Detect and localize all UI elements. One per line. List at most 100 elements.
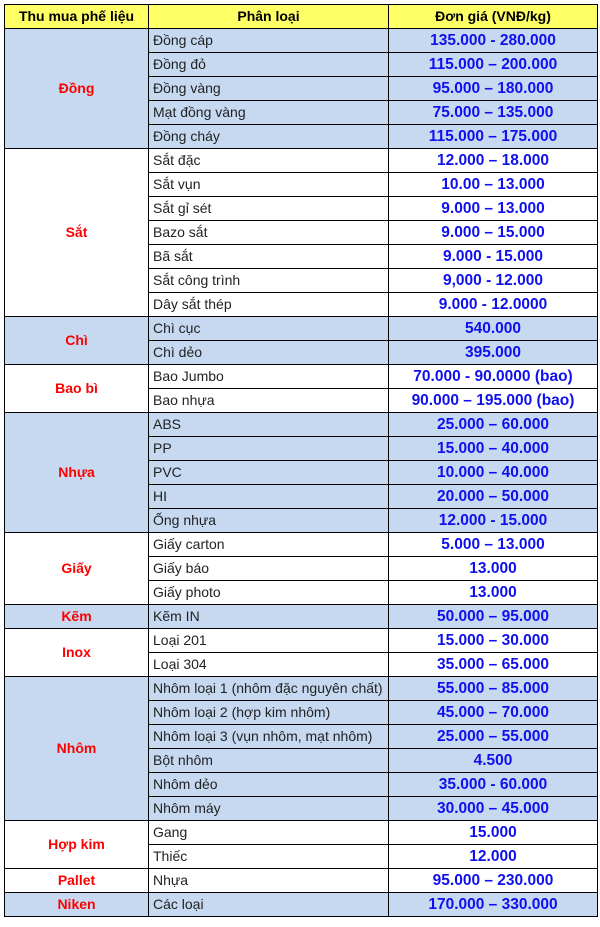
table-row: Giấy Giấy carton 5.000 – 13.000 [4,532,598,605]
price-cell: 170.000 – 330.000 [388,892,598,917]
price-cell: 9.000 – 13.000 [388,196,598,221]
table-row: Nhôm loại 2 (hợp kim nhôm) 45.000 – 70.00… [5,700,598,725]
table-header-row: Thu mua phế liệu Phân loại Đơn giá (VNĐ/… [4,4,598,29]
price-cell: 50.000 – 95.000 [388,604,598,629]
price-cell: 540.000 [388,316,598,341]
category-cell: Chì cục [148,316,389,341]
table-row: Đồng cháy 115.000 – 175.000 [5,124,598,149]
table-row: Sắt Sắt đặc 12.000 – 18.000 [4,148,598,317]
table-body: Đồng Đồng cáp 135.000 - 280.000 Đồng đỏ 115.… [4,28,598,917]
price-cell: 75.000 – 135.000 [388,100,598,125]
category-cell: Đồng đỏ [148,52,389,77]
table-row: Niken Các loại 170.000 – 330.000 [4,892,598,917]
price-cell: 20.000 – 50.000 [388,484,598,509]
table-row: Dây sắt thép 9.000 - 12.0000 [5,292,598,317]
table-row: Nhựa ABS 25.000 – 60.000 [4,412,598,533]
category-cell: Nhôm loại 2 (hợp kim nhôm) [148,700,389,725]
header-price: Đơn giá (VNĐ/kg) [388,4,598,29]
table-row: Hợp kim Gang 15.000 [4,820,598,869]
price-cell: 25.000 – 60.000 [388,412,598,437]
material-group: Nhôm [4,676,149,821]
price-cell: 115.000 – 200.000 [388,52,598,77]
material-group: Kẽm [4,604,149,629]
material-group: Sắt [4,148,149,317]
price-cell: 4.500 [388,748,598,773]
table-row: Sắt gỉ sét 9.000 – 13.000 [5,196,598,221]
table-row: Nhôm loại 3 (vụn nhôm, mạt nhôm) 25.000 –… [5,724,598,749]
category-cell: Giấy carton [148,532,389,557]
category-cell: Sắt đặc [148,148,389,173]
category-cell: Ống nhựa [148,508,389,533]
price-cell: 55.000 – 85.000 [388,676,598,701]
price-cell: 25.000 – 55.000 [388,724,598,749]
table-row: Bao bì Bao Jumbo 70.000 - 90.0000 (bao) [4,364,598,413]
table-row: Đồng Đồng cáp 135.000 - 280.000 [4,28,598,149]
header-category: Phân loại [148,4,389,29]
category-cell: HI [148,484,389,509]
price-cell: 95.000 – 230.000 [388,868,598,893]
category-cell: PP [148,436,389,461]
material-group: Inox [4,628,149,677]
table-row: Mạt đồng vàng 75.000 – 135.000 [5,100,598,125]
category-cell: Thiếc [148,844,389,869]
table-row: Thiếc 12.000 [5,844,598,869]
table-row: Kẽm Kẽm IN 50.000 – 95.000 [4,604,598,629]
price-cell: 10.00 – 13.000 [388,172,598,197]
category-cell: Gang [148,820,389,845]
table-row: Ống nhựa 12.000 - 15.000 [5,508,598,533]
material-group: Nhựa [4,412,149,533]
category-cell: ABS [148,412,389,437]
scrap-price-table: Thu mua phế liệu Phân loại Đơn giá (VNĐ/… [4,4,598,917]
material-group: Đồng [4,28,149,149]
category-cell: Đồng vàng [148,76,389,101]
table-row: Chì Chì cục 540.000 [4,316,598,365]
table-row: Pallet Nhựa 95.000 – 230.000 [4,868,598,893]
category-cell: Kẽm IN [148,604,389,629]
price-cell: 13.000 [388,580,598,605]
material-group: Hợp kim [4,820,149,869]
price-cell: 135.000 - 280.000 [388,28,598,53]
price-cell: 9,000 - 12.000 [388,268,598,293]
price-cell: 395.000 [388,340,598,365]
price-cell: 95.000 – 180.000 [388,76,598,101]
price-cell: 35.000 - 60.000 [388,772,598,797]
price-cell: 15.000 – 30.000 [388,628,598,653]
category-cell: Sắt gỉ sét [148,196,389,221]
price-cell: 115.000 – 175.000 [388,124,598,149]
table-row: Loại 304 35.000 – 65.000 [5,652,598,677]
header-material: Thu mua phế liệu [4,4,149,29]
category-cell: PVC [148,460,389,485]
category-cell: Nhôm loại 3 (vụn nhôm, mạt nhôm) [148,724,389,749]
table-row: Nhôm dẻo 35.000 - 60.000 [5,772,598,797]
price-cell: 9.000 – 15.000 [388,220,598,245]
table-row: Đồng đỏ 115.000 – 200.000 [5,52,598,77]
category-cell: Bazo sắt [148,220,389,245]
table-row: Bazo sắt 9.000 – 15.000 [5,220,598,245]
category-cell: Dây sắt thép [148,292,389,317]
price-cell: 9.000 - 15.000 [388,244,598,269]
category-cell: Bao Jumbo [148,364,389,389]
price-cell: 15.000 – 40.000 [388,436,598,461]
category-cell: Giấy báo [148,556,389,581]
table-row: HI 20.000 – 50.000 [5,484,598,509]
category-cell: Sắt vụn [148,172,389,197]
category-cell: Sắt công trình [148,268,389,293]
category-cell: Chì dẻo [148,340,389,365]
category-cell: Đồng cháy [148,124,389,149]
price-cell: 70.000 - 90.0000 (bao) [388,364,598,389]
price-cell: 90.000 – 195.000 (bao) [388,388,598,413]
table-row: Inox Loại 201 15.000 – 30.000 [4,628,598,677]
category-cell: Đồng cáp [148,28,389,53]
category-cell: Giấy photo [148,580,389,605]
category-cell: Nhôm dẻo [148,772,389,797]
category-cell: Nhôm máy [148,796,389,821]
price-cell: 45.000 – 70.000 [388,700,598,725]
material-group: Niken [4,892,149,917]
material-group: Chì [4,316,149,365]
table-row: Bao nhựa 90.000 – 195.000 (bao) [5,388,598,413]
price-cell: 12.000 – 18.000 [388,148,598,173]
category-cell: Nhôm loại 1 (nhôm đặc nguyên chất) [148,676,389,701]
category-cell: Bao nhựa [148,388,389,413]
price-cell: 5.000 – 13.000 [388,532,598,557]
category-cell: Mạt đồng vàng [148,100,389,125]
